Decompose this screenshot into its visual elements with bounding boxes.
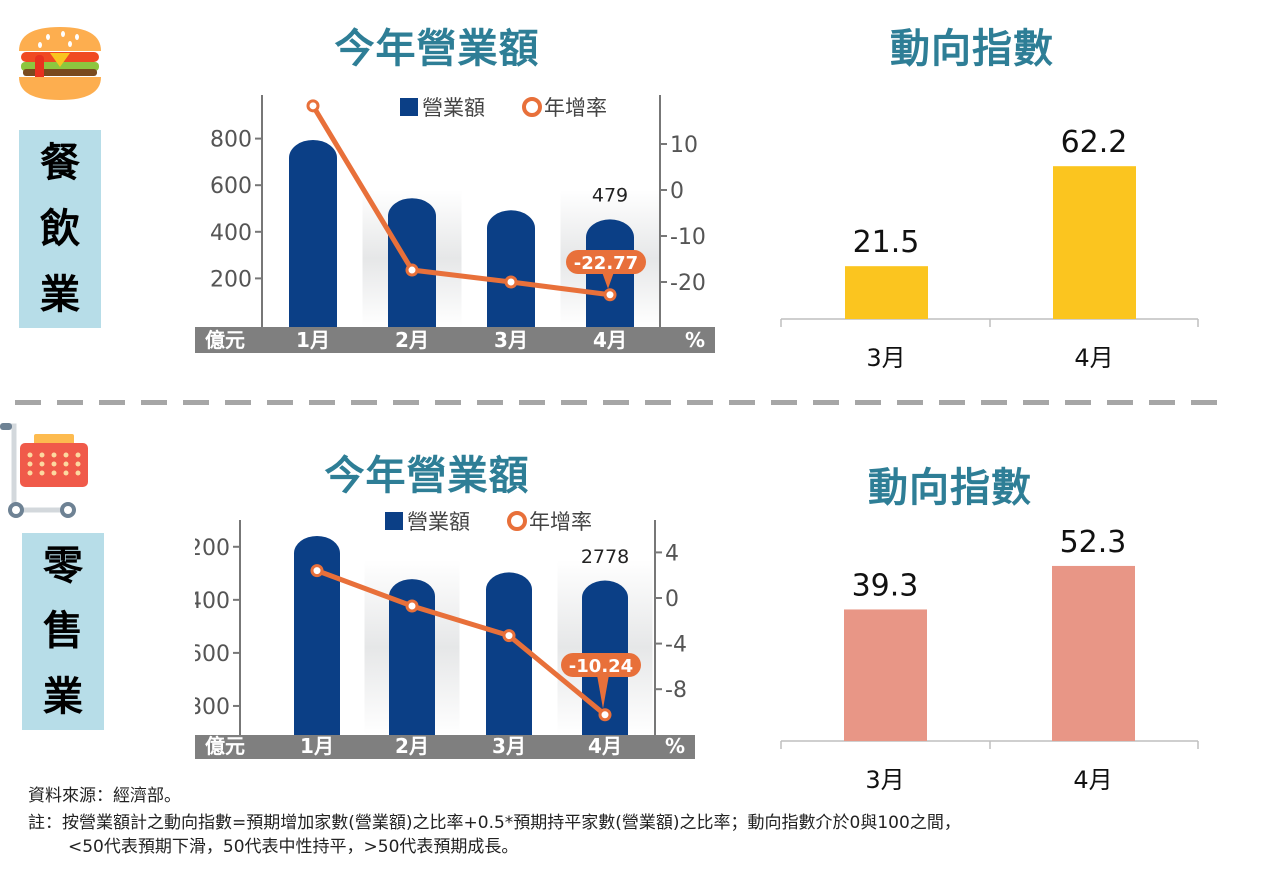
- line-growth: [316, 568, 607, 717]
- legend-line-swatch: [507, 511, 527, 531]
- right-tick-label: 0: [670, 179, 684, 204]
- left-tick-label: 1600: [195, 642, 230, 667]
- line-point: [603, 288, 617, 302]
- right-tick-label: -10: [670, 225, 706, 250]
- bar-index: [1053, 166, 1136, 319]
- x-tick-label: 2月: [395, 328, 429, 352]
- x-tick-label: 3月: [866, 344, 905, 372]
- bar-value-label: 479: [592, 184, 628, 206]
- hamburger-icon: [19, 27, 101, 100]
- right-tick-label: 0: [665, 587, 679, 612]
- line-point: [310, 564, 324, 578]
- line-point: [502, 629, 516, 643]
- sector-label-char: 飲: [40, 206, 80, 252]
- index-bar-chart: 21.5 3月 62.2 4月: [780, 125, 1199, 372]
- right-tick-label: -20: [670, 271, 706, 296]
- footnote-line1: 註：按營業額計之動向指數=預期增加家數(營業額)之比率+0.5*預期持平家數(營…: [28, 813, 961, 833]
- bar-index: [844, 609, 927, 741]
- bar-sales: [294, 535, 340, 735]
- sector-label-food: 餐 飲 業: [19, 130, 101, 328]
- bar-index: [1052, 565, 1135, 741]
- sector-label-char: 零: [43, 542, 83, 589]
- line-point: [405, 599, 419, 613]
- x-unit-label: 億元: [205, 328, 245, 352]
- bar-index: [845, 266, 928, 319]
- sector-label-char: 業: [43, 674, 83, 721]
- legend-line-label: 年增率: [529, 510, 592, 534]
- x-right-unit-label: %: [665, 734, 685, 758]
- x-right-unit-label: %: [685, 328, 705, 352]
- callout-pointer: [602, 272, 614, 289]
- left-tick-label: 600: [210, 174, 252, 199]
- x-tick-label: 3月: [494, 328, 528, 352]
- right-tick-label: -8: [665, 678, 687, 703]
- legend-line-swatch: [522, 97, 542, 117]
- callout-value: -22.77: [574, 253, 638, 274]
- bar-value-label: 21.5: [853, 225, 920, 260]
- bar-value-label: 62.2: [1061, 125, 1128, 160]
- left-tick-label: 800: [210, 128, 252, 153]
- callout-box: [566, 250, 646, 274]
- sector-label-char: 餐: [40, 140, 80, 186]
- index-title: 動向指數: [868, 465, 1032, 511]
- callout-pointer: [597, 675, 609, 709]
- x-tick-label: 2月: [395, 734, 429, 758]
- line-point: [405, 263, 419, 277]
- sector-label-char: 業: [40, 272, 80, 318]
- x-tick-label: 3月: [492, 734, 526, 758]
- left-tick-label: 200: [210, 267, 252, 292]
- source-note: 資料來源：經濟部。: [28, 786, 181, 806]
- x-axis-band: [195, 735, 695, 759]
- sales-combo-chart: 200 400 600 800 10 0 -10 -20 479 -22.77 億元 1月 2月 3月 4月…: [195, 95, 715, 353]
- legend-bar-label: 營業額: [407, 510, 470, 534]
- x-tick-label: 4月: [588, 734, 622, 758]
- x-tick-label: 4月: [593, 328, 627, 352]
- x-axis-band: [195, 327, 715, 353]
- line-growth: [310, 104, 611, 298]
- bar-sales: [487, 210, 535, 327]
- x-tick-label: 4月: [1074, 344, 1113, 372]
- line-point: [306, 99, 320, 113]
- bar-value-label: 39.3: [852, 568, 919, 603]
- sector-label-char: 售: [43, 608, 83, 655]
- right-tick-label: -4: [665, 633, 687, 658]
- left-tick-label: 400: [210, 221, 252, 246]
- callout-value: -10.24: [569, 656, 633, 677]
- bar-sales: [388, 198, 436, 327]
- line-point: [598, 708, 612, 722]
- bar-sales: [289, 139, 337, 327]
- legend-line-label: 年增率: [544, 96, 607, 120]
- index-bar-chart: 39.3 3月 52.3 4月: [780, 525, 1199, 794]
- sector-label-retail: 零 售 業: [22, 533, 104, 730]
- section-divider: [15, 400, 1230, 405]
- right-tick-label: 10: [670, 133, 698, 158]
- sales-title: 今年營業額: [324, 453, 530, 499]
- left-tick-label: 800: [195, 695, 230, 720]
- sales-title: 今年營業額: [334, 26, 540, 72]
- x-unit-label: 億元: [205, 734, 245, 758]
- sales-combo-chart: 800 1600 2400 3200 4 0 -4 -8 2778 -10.24 億元 1月 2月 3月 4…: [195, 510, 695, 759]
- left-tick-label: 2400: [195, 589, 230, 614]
- left-tick-label: 3200: [195, 536, 230, 561]
- callout-box: [561, 653, 641, 677]
- index-title: 動向指數: [890, 26, 1054, 72]
- x-tick-label: 1月: [300, 734, 334, 758]
- x-tick-label: 1月: [296, 328, 330, 352]
- right-tick-label: 4: [665, 541, 679, 566]
- x-tick-label: 4月: [1073, 766, 1112, 794]
- footnote-line2: <50代表預期下滑，50代表中性持平，>50代表預期成長。: [68, 837, 519, 857]
- bar-value-label: 52.3: [1060, 525, 1127, 560]
- legend-bar-label: 營業額: [422, 96, 485, 120]
- legend-bar-swatch: [385, 512, 403, 530]
- bar-sales: [389, 579, 435, 735]
- line-point: [504, 275, 518, 289]
- shopping-cart-icon: [0, 423, 88, 518]
- legend-bar-swatch: [400, 98, 418, 116]
- x-tick-label: 3月: [865, 766, 904, 794]
- bar-sales: [486, 572, 532, 735]
- bar-value-label: 2778: [581, 546, 629, 568]
